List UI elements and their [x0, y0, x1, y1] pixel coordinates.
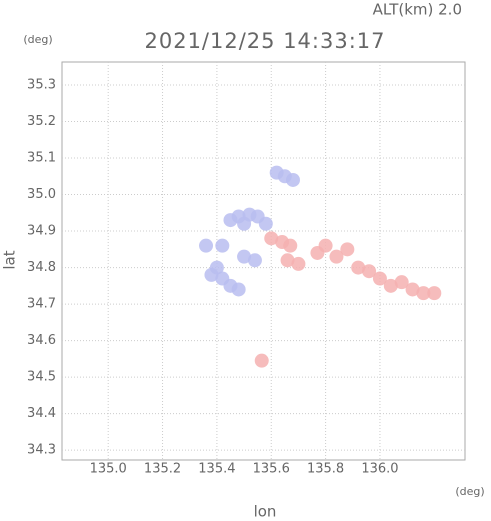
y-tick-label: 35.1 [27, 151, 56, 166]
y-tick-label: 34.6 [27, 333, 56, 348]
echo-point [405, 282, 420, 297]
echo-point [427, 286, 442, 301]
y-axis-label: lat [1, 250, 19, 269]
y-tick-label: 34.4 [27, 406, 56, 421]
echo-point [280, 253, 295, 268]
echo-point [237, 249, 252, 264]
y-tick-label: 34.9 [27, 224, 56, 239]
echo-point [372, 271, 387, 286]
echo-point [329, 249, 344, 264]
y-tick-label: 34.3 [27, 443, 56, 458]
chart-title: 2021/12/25 14:33:17 [144, 29, 385, 53]
x-axis-label: lon [254, 503, 277, 521]
y-tick-label: 35.2 [27, 114, 56, 129]
x-tick-label: 135.8 [307, 462, 344, 477]
echo-point [283, 238, 298, 253]
x-unit: (deg) [455, 485, 484, 498]
echo-point [362, 264, 377, 279]
y-tick-label: 35.0 [27, 187, 56, 202]
y-tick-label: 35.3 [27, 78, 56, 93]
y-tick-label: 34.8 [27, 260, 56, 275]
echo-point [416, 286, 431, 301]
echo-point [340, 242, 355, 257]
plot-frame [61, 61, 466, 461]
echo-point [247, 253, 262, 268]
y-tick-label: 34.7 [27, 297, 56, 312]
echo-point [237, 216, 252, 231]
echo-point [199, 238, 214, 253]
echo-point [285, 172, 300, 187]
echo-point [383, 278, 398, 293]
echo-point [258, 216, 273, 231]
echo-point [215, 238, 230, 253]
echo-point [231, 282, 246, 297]
x-tick-label: 136.0 [361, 462, 398, 477]
echo-point [291, 256, 306, 271]
echo-point [351, 260, 366, 275]
x-tick-label: 135.6 [253, 462, 290, 477]
y-unit: (deg) [23, 33, 52, 46]
x-tick-label: 135.4 [198, 462, 235, 477]
echo-point [264, 231, 279, 246]
echo-point [204, 267, 219, 282]
chart-subtitle: ALT(km) 2.0 [373, 1, 462, 19]
y-tick-label: 34.5 [27, 370, 56, 385]
echo-point [394, 275, 409, 290]
echo-point [223, 213, 238, 228]
x-tick-label: 135.0 [90, 462, 127, 477]
echo-point [254, 353, 269, 368]
echo-point [318, 238, 333, 253]
x-tick-label: 135.2 [144, 462, 181, 477]
